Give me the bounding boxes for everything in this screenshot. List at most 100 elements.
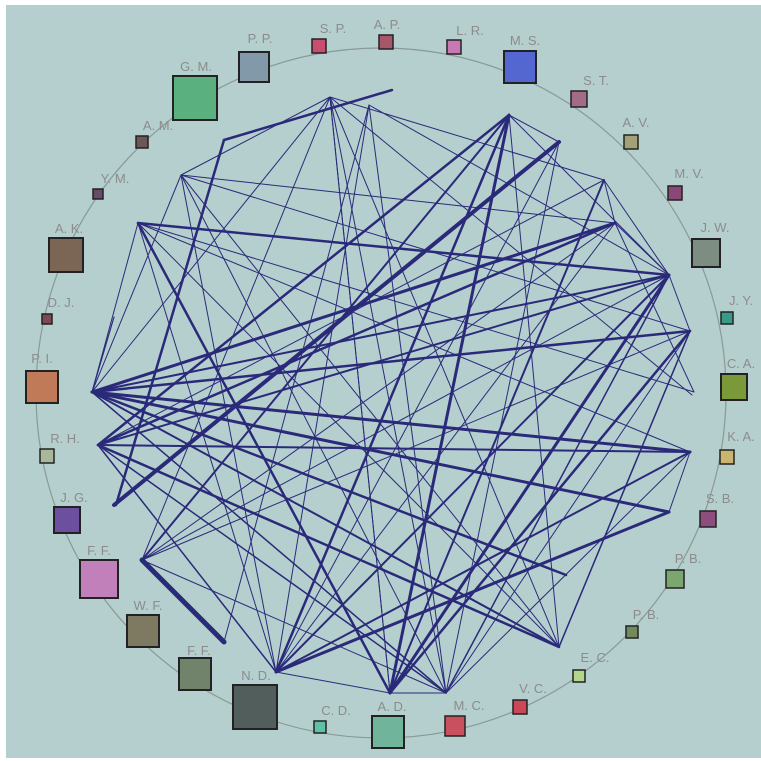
node-square[interactable]: [178, 657, 212, 691]
edge-line: [603, 179, 670, 276]
edge-line: [91, 391, 447, 694]
node-gm[interactable]: G. M.: [172, 59, 218, 121]
edge-line: [274, 113, 511, 674]
node-square[interactable]: [311, 38, 327, 54]
edge-line: [508, 114, 560, 143]
node-square[interactable]: [503, 50, 537, 84]
node-square[interactable]: [238, 51, 270, 83]
edge-line: [90, 329, 692, 394]
node-ad[interactable]: A. D.: [371, 699, 407, 749]
node-label: A. M.: [143, 118, 173, 133]
node-label: A. P.: [374, 17, 401, 32]
node-square[interactable]: [25, 370, 59, 404]
node-square[interactable]: [79, 559, 119, 599]
node-sp[interactable]: S. P.: [311, 21, 347, 54]
edge-line: [275, 141, 560, 673]
edge-line: [97, 444, 447, 694]
node-ap[interactable]: A. P.: [374, 17, 401, 50]
node-square[interactable]: [720, 373, 748, 401]
node-square[interactable]: [172, 75, 218, 121]
node-ak[interactable]: A. K.: [48, 221, 84, 273]
edge-line: [91, 222, 139, 393]
node-ec[interactable]: E. C.: [572, 650, 610, 683]
node-mc[interactable]: M. C.: [444, 698, 485, 737]
node-pi[interactable]: P. I.: [25, 351, 59, 404]
node-label: A. D.: [378, 699, 407, 714]
edge-line: [668, 451, 691, 513]
node-square[interactable]: [378, 34, 394, 50]
node-square[interactable]: [719, 449, 735, 465]
node-square[interactable]: [665, 569, 685, 589]
node-square[interactable]: [625, 625, 639, 639]
node-square[interactable]: [313, 720, 327, 734]
node-pb1[interactable]: P. B.: [665, 551, 701, 589]
node-st[interactable]: S. T.: [570, 73, 609, 108]
edge-line: [180, 174, 277, 673]
node-jg[interactable]: J. G.: [53, 490, 88, 534]
node-label: S. B.: [706, 491, 734, 506]
node-square[interactable]: [512, 699, 528, 715]
node-square[interactable]: [570, 90, 588, 108]
edge-line: [137, 222, 560, 648]
node-square[interactable]: [48, 237, 84, 273]
edge-line: [141, 559, 447, 694]
edge-line: [614, 222, 695, 393]
edge-line: [329, 96, 447, 694]
node-cd[interactable]: C. D.: [313, 703, 351, 734]
node-ms[interactable]: M. S.: [503, 33, 540, 84]
edge-line: [141, 96, 331, 561]
node-sb[interactable]: S. B.: [699, 491, 734, 528]
edge-line: [91, 174, 182, 393]
chord-network-diagram: A. P. L. R. M. S. S. T. A. V. M. V. J. W. J. Y.…: [6, 5, 761, 758]
node-square[interactable]: [371, 715, 405, 749]
node-square[interactable]: [720, 311, 734, 325]
edge-line: [114, 138, 226, 507]
edge-line: [180, 174, 560, 648]
node-square[interactable]: [572, 669, 586, 683]
node-am[interactable]: A. M.: [135, 118, 173, 149]
node-square[interactable]: [699, 510, 717, 528]
node-pp[interactable]: P. P.: [238, 31, 272, 83]
node-vc[interactable]: V. C.: [512, 681, 547, 715]
node-square[interactable]: [41, 313, 53, 325]
node-square[interactable]: [135, 135, 149, 149]
node-jw[interactable]: J. W.: [691, 220, 729, 268]
node-ka[interactable]: K. A.: [719, 429, 755, 465]
node-pb2[interactable]: P. B.: [625, 607, 659, 639]
node-square[interactable]: [446, 39, 462, 55]
node-square[interactable]: [53, 506, 81, 534]
node-square[interactable]: [92, 188, 104, 200]
node-av[interactable]: A. V.: [623, 115, 650, 150]
node-square[interactable]: [39, 448, 55, 464]
node-ym[interactable]: Y. M.: [92, 171, 129, 200]
node-square[interactable]: [444, 715, 466, 737]
node-dj[interactable]: D. J.: [41, 295, 75, 325]
node-ca[interactable]: C. A.: [720, 356, 755, 401]
edge-line: [275, 274, 670, 673]
node-square[interactable]: [691, 238, 721, 268]
node-ff2[interactable]: F. F.: [178, 643, 212, 691]
node-label: D. J.: [48, 295, 75, 310]
node-label: P. I.: [31, 351, 52, 366]
edge-line: [508, 114, 670, 276]
node-label: S. P.: [320, 21, 347, 36]
edge-line: [368, 104, 670, 276]
node-nd[interactable]: N. D.: [232, 668, 278, 730]
node-lr[interactable]: L. R.: [446, 23, 484, 55]
node-label: E. C.: [581, 650, 610, 665]
edge-line: [275, 451, 691, 673]
edge-line: [275, 671, 391, 694]
node-square[interactable]: [232, 684, 278, 730]
node-jy[interactable]: J. Y.: [720, 293, 753, 325]
node-rh[interactable]: R. H.: [39, 431, 80, 464]
edge-line: [180, 96, 331, 176]
node-wf[interactable]: W. F.: [126, 598, 162, 648]
node-ff1[interactable]: F. F.: [79, 543, 119, 599]
edge-layer: [90, 88, 695, 695]
node-mv[interactable]: M. V.: [667, 166, 704, 201]
node-square[interactable]: [623, 134, 639, 150]
node-label: G. M.: [180, 59, 212, 74]
node-square[interactable]: [126, 614, 160, 648]
node-square[interactable]: [667, 185, 683, 201]
